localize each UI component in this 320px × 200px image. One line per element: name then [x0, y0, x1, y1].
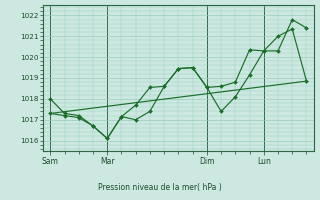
- Text: Pression niveau de la mer( hPa ): Pression niveau de la mer( hPa ): [98, 183, 222, 192]
